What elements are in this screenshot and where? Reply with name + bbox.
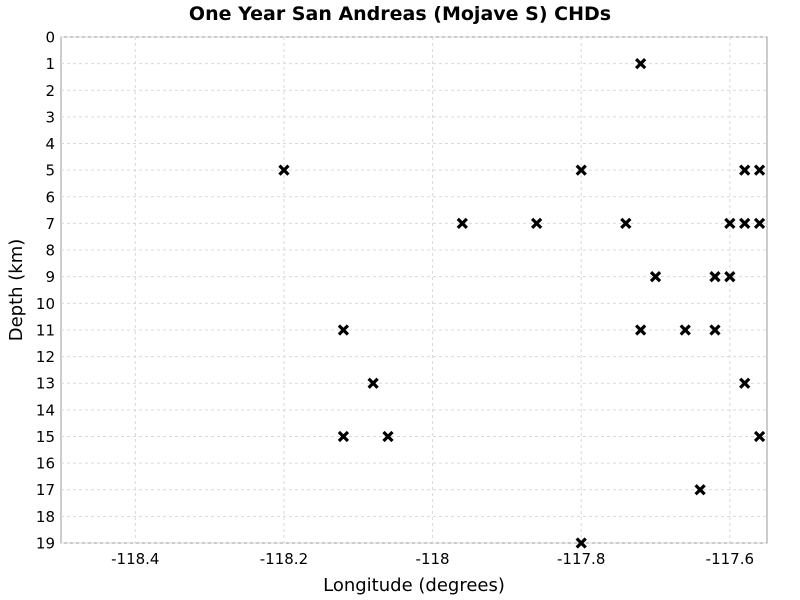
marker-stroke xyxy=(530,217,543,230)
y-tick-label: 16 xyxy=(36,455,55,473)
y-tick-label: 6 xyxy=(45,188,55,206)
y-tick-label: 18 xyxy=(36,508,55,526)
data-point xyxy=(456,217,468,230)
marker-stroke xyxy=(456,217,468,230)
y-tick-label: 4 xyxy=(45,135,55,153)
y-tick-label: 13 xyxy=(36,375,55,393)
marker-stroke xyxy=(575,537,587,549)
y-tick-label: 9 xyxy=(45,268,55,286)
marker-stroke xyxy=(739,164,751,176)
marker-stroke xyxy=(367,377,379,389)
y-tick-label: 10 xyxy=(36,295,55,313)
data-point xyxy=(753,430,766,443)
data-point xyxy=(739,164,751,176)
marker-stroke xyxy=(753,217,766,230)
chart-title: One Year San Andreas (Mojave S) CHDs xyxy=(189,3,611,25)
data-point xyxy=(739,217,751,230)
data-point xyxy=(753,217,766,230)
marker-stroke xyxy=(739,217,751,230)
y-axis-label: Depth (km) xyxy=(6,239,27,342)
data-point xyxy=(337,324,350,336)
grid-lines xyxy=(61,36,767,544)
plot-area xyxy=(60,36,768,544)
marker-stroke xyxy=(278,164,290,176)
y-tick-label: 7 xyxy=(45,215,55,233)
y-tick-label: 8 xyxy=(45,242,55,260)
data-point xyxy=(620,217,632,230)
marker-stroke xyxy=(753,164,766,176)
x-axis-label: Longitude (degrees) xyxy=(323,575,505,596)
marker-stroke xyxy=(724,217,736,230)
marker-stroke xyxy=(649,271,662,283)
y-tick-label: 0 xyxy=(45,29,55,47)
marker-stroke xyxy=(575,164,587,176)
y-tick-label: 1 xyxy=(45,55,55,73)
data-point xyxy=(278,164,290,176)
marker-stroke xyxy=(620,217,632,230)
data-point xyxy=(649,271,662,283)
y-tick-label: 14 xyxy=(36,401,55,419)
y-tick-label: 3 xyxy=(45,108,55,126)
x-tick-label: -118.4 xyxy=(111,550,159,568)
data-point xyxy=(679,324,691,336)
data-point xyxy=(575,537,587,549)
marker-stroke xyxy=(337,430,350,443)
x-tick-label: -118 xyxy=(416,550,450,568)
y-tick-label: 2 xyxy=(45,82,55,100)
marker-stroke xyxy=(753,430,766,443)
marker-stroke xyxy=(635,324,647,336)
data-point xyxy=(753,164,766,176)
data-point xyxy=(739,377,751,389)
data-points xyxy=(278,58,766,549)
data-point xyxy=(724,271,736,283)
data-point xyxy=(709,324,721,336)
marker-stroke xyxy=(635,58,647,70)
y-tick-label: 12 xyxy=(36,348,55,366)
marker-stroke xyxy=(709,324,721,336)
y-tick-label: 15 xyxy=(36,428,55,446)
data-point xyxy=(694,484,706,496)
tick-labels: -118.4 -118.2 -118 -117.8 -117.6012345678910… xyxy=(36,29,754,569)
marker-stroke xyxy=(694,484,706,496)
marker-stroke xyxy=(724,271,736,283)
x-tick-label: -118.2 xyxy=(260,550,308,568)
data-point xyxy=(635,324,647,336)
marker-stroke xyxy=(709,271,721,283)
y-tick-label: 19 xyxy=(36,535,55,553)
data-point xyxy=(367,377,379,389)
marker-stroke xyxy=(679,324,691,336)
y-tick-label: 17 xyxy=(36,481,55,499)
data-point xyxy=(337,430,350,443)
y-tick-label: 5 xyxy=(45,162,55,180)
data-point xyxy=(575,164,587,176)
data-point xyxy=(724,217,736,230)
data-point xyxy=(382,430,394,443)
data-point xyxy=(530,217,543,230)
marker-stroke xyxy=(739,377,751,389)
data-point xyxy=(709,271,721,283)
marker-stroke xyxy=(382,430,394,443)
y-tick-label: 11 xyxy=(36,321,55,339)
marker-stroke xyxy=(337,324,350,336)
x-tick-label: -117.8 xyxy=(557,550,605,568)
data-point xyxy=(635,58,647,70)
x-tick-label: -117.6 xyxy=(706,550,754,568)
